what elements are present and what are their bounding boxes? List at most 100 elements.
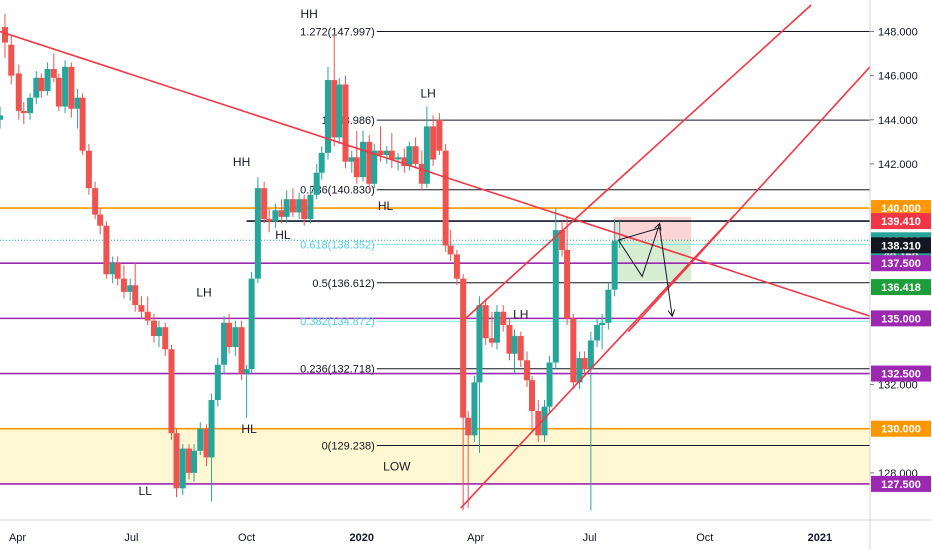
price-tag-label: 137.500: [881, 258, 921, 270]
swing-label: LOW: [383, 460, 411, 474]
price-tag-bg: [871, 475, 931, 492]
price-tag-label: 132.500: [881, 369, 921, 381]
candle-body: [471, 382, 478, 436]
trendlines-layer: [0, 4, 871, 509]
candle-body: [307, 194, 314, 220]
price-tag-label: 135.000: [881, 313, 921, 325]
candle-body: [127, 285, 134, 292]
candle-body: [599, 322, 606, 325]
candle-body: [552, 230, 559, 363]
candle-body: [68, 66, 75, 109]
candle-body: [506, 325, 513, 354]
candle-body: [541, 406, 548, 436]
candle-body: [44, 69, 51, 92]
arrows-layer: [617, 222, 676, 318]
candle-body: [132, 285, 139, 306]
candle-body: [342, 84, 349, 162]
fib-level-label: 0.382(134.872): [300, 316, 375, 328]
candle-body: [564, 249, 571, 319]
candle-body: [214, 364, 221, 401]
candle-body: [38, 77, 45, 92]
candle-body: [254, 188, 261, 279]
price-tag-bg: [871, 365, 931, 382]
candle-body: [559, 230, 566, 250]
candle-body: [324, 80, 331, 153]
candle-body: [27, 97, 34, 114]
candle-body: [460, 278, 467, 418]
target-zone-red: [613, 216, 691, 241]
price-tag-bg: [871, 200, 931, 217]
x-tick-label: Jul: [124, 532, 138, 544]
price-tag-bg: [871, 213, 931, 230]
projection-arrow: [618, 227, 673, 317]
y-tick-label: 142.000: [878, 159, 918, 171]
candle-body: [144, 311, 151, 321]
candle-body: [442, 150, 449, 246]
candle-body: [465, 417, 472, 436]
candle-body: [353, 157, 360, 178]
annotations-layer: HH HH LH HL HL LH LH HL LL LOW: [139, 7, 529, 498]
candle-body: [203, 428, 210, 458]
candle-body: [493, 311, 500, 343]
candle-body: [336, 84, 343, 138]
candle-body: [436, 119, 443, 151]
candle-body: [488, 338, 495, 343]
swing-label: LH: [196, 285, 211, 299]
fibonacci-layer: 1.272(147.997)1(143.986)0.786(140.830)0.…: [300, 27, 870, 453]
candle-body: [511, 336, 518, 354]
candle-body: [283, 199, 290, 217]
candle-body: [576, 358, 583, 383]
candle-body: [581, 358, 588, 370]
x-tick-label: 2020: [350, 532, 374, 544]
candle-body: [20, 110, 27, 114]
candle-body: [248, 278, 255, 370]
candle-body: [412, 146, 419, 164]
fib-level-label: 0(129.238): [322, 441, 375, 453]
candle-body: [348, 157, 355, 162]
candle-body: [418, 163, 425, 184]
candle-body: [331, 80, 338, 138]
candle-body: [517, 336, 524, 361]
candle-body: [423, 126, 430, 184]
candle-body: [0, 115, 3, 120]
candle-body: [406, 146, 413, 167]
support-zone-yellow: [0, 428, 870, 484]
candle-body: [74, 97, 81, 109]
candle-body: [476, 305, 483, 383]
price-tag-bg: [871, 237, 931, 254]
candle-body: [296, 199, 303, 213]
x-tick-label: Oct: [238, 532, 255, 544]
candle-body: [150, 320, 157, 337]
y-tick-label: 148.000: [878, 26, 918, 38]
candle-body: [318, 152, 325, 173]
candle-body: [226, 322, 233, 348]
swing-label: HL: [241, 422, 257, 436]
candle-body: [570, 318, 577, 383]
x-tick-label: Apr: [9, 532, 26, 544]
candle-body: [173, 433, 180, 489]
price-tag-label: 130.000: [881, 424, 921, 436]
candle-body: [15, 73, 22, 111]
candle-body: [395, 157, 402, 160]
candle-body: [261, 188, 268, 220]
price-tag-bg: [871, 420, 931, 437]
candle-body: [50, 69, 57, 78]
candle-body: [529, 380, 536, 412]
candle-body: [453, 254, 460, 279]
y-tick-label: 132.000: [878, 380, 918, 392]
candle-body: [401, 157, 408, 167]
candle-body: [313, 172, 320, 195]
candle-body: [2, 27, 9, 43]
trendline: [0, 30, 871, 317]
candle-body: [162, 327, 169, 350]
swing-label: LL: [139, 484, 153, 498]
y-tick-label: 146.000: [878, 71, 918, 83]
candle-body: [272, 210, 279, 222]
candle-body: [103, 225, 110, 275]
fib-level-label: 0.618(138.352): [300, 239, 375, 251]
candle-body: [266, 219, 273, 222]
candle-body: [301, 199, 308, 220]
zones-layer: [0, 216, 870, 484]
price-tag-label: 136.418: [881, 282, 921, 294]
